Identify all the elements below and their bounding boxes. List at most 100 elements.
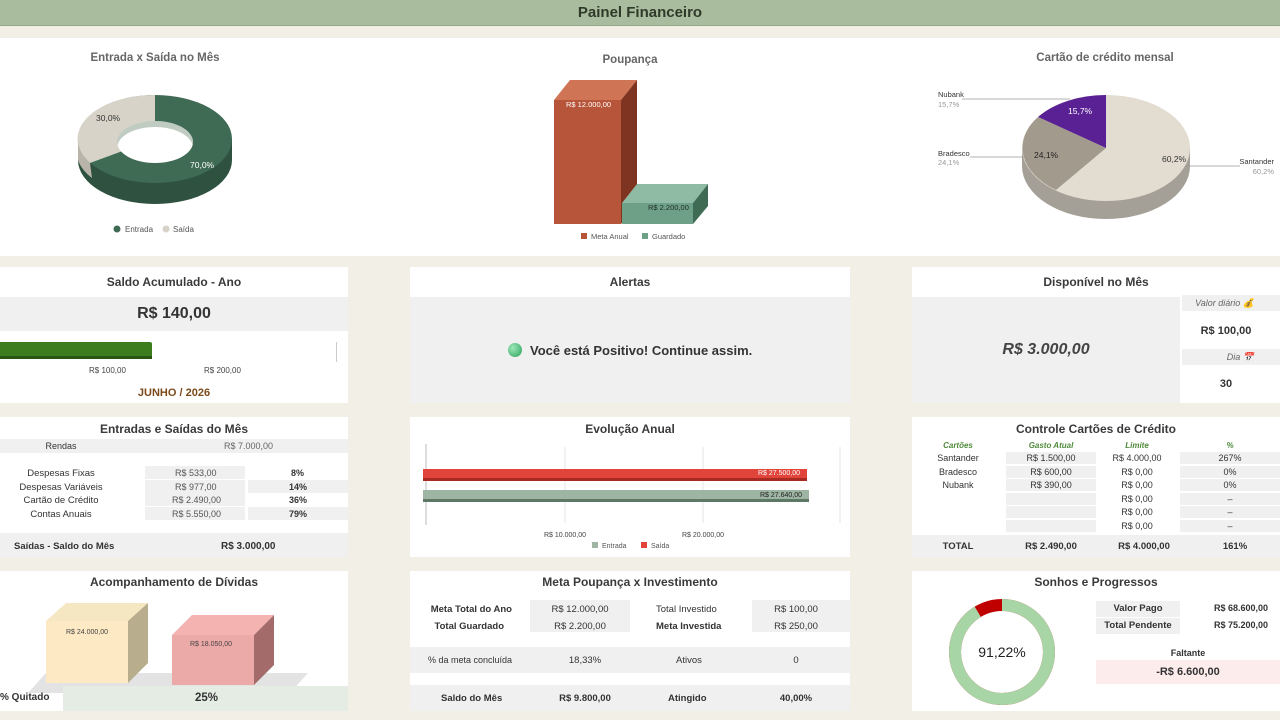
value-bg	[145, 466, 245, 479]
entradas-saidas-panel: Entradas e Saídas do Mês Rendas R$ 7.000…	[0, 417, 348, 557]
bar2-side	[254, 615, 274, 685]
nubank-outside-pct: 15,7%	[938, 100, 960, 109]
valor-diario-label: Valor diário 💰	[1195, 298, 1254, 308]
valor-pago-value: R$ 68.600,00	[1213, 603, 1268, 613]
entrada-bar-shadow	[423, 499, 809, 502]
cartao-pct: 267%	[1218, 453, 1242, 463]
total-investido-label: Total Investido	[656, 604, 717, 615]
meta-investida-label: Meta Investida	[656, 621, 722, 632]
entrada-bar-label: R$ 27.640,00	[760, 492, 802, 499]
total-label: TOTAL	[942, 541, 974, 552]
saida-bar-shadow	[423, 478, 807, 481]
ring-pct: 91,22%	[978, 644, 1025, 660]
legend-entrada: Entrada	[125, 225, 154, 234]
legend-meta: Meta Anual	[591, 232, 629, 241]
cartao-limite: R$ 0,00	[1121, 480, 1153, 491]
pie-bradesco-slice	[1022, 117, 1106, 190]
saldo-progress-bar	[0, 342, 152, 358]
saldo-period: JUNHO / 2026	[137, 387, 211, 399]
dividas-panel[interactable]: Acompanhamento de Dívidas R$ 24.000,00 R…	[0, 571, 348, 711]
cartao-chart[interactable]: Cartão de crédito mensal 15,7% 24,1% 60,…	[930, 38, 1280, 256]
legend-entrada-dot	[113, 225, 121, 233]
meta-col1-bg	[530, 600, 630, 632]
entrada-saida-chart[interactable]: Entrada x Saída no Mês 30,0% 70,0% Entra…	[0, 38, 310, 256]
disponivel-box: R$ 3.000,00	[912, 297, 1180, 403]
dia-label-box: Dia 📅	[1182, 349, 1280, 365]
bar1	[46, 621, 128, 683]
dia-value: 30	[1219, 378, 1233, 390]
cartao-limite: R$ 4.000,00	[1112, 453, 1162, 463]
legend-meta-swatch	[581, 233, 587, 239]
footer-row	[0, 533, 348, 557]
pct-bg	[248, 507, 348, 520]
pct-meta-value: 18,33%	[568, 655, 602, 666]
row-label: Despesas Variáveis	[19, 482, 103, 493]
total-gasto: R$ 2.490,00	[1025, 541, 1077, 552]
total-pendente-label-bg	[1096, 618, 1180, 634]
row-pct: 36%	[289, 495, 308, 505]
panel-title: Evolução Anual	[585, 422, 675, 436]
bar2-label: R$ 18.050,00	[190, 641, 232, 648]
quitado-value: 25%	[195, 692, 219, 704]
saldo-progress-shadow	[0, 356, 152, 359]
cell-bg	[1006, 479, 1096, 492]
saldo-mes-label: Saldo do Mês	[441, 693, 503, 704]
meta-panel: Meta Poupança x Investimento Meta Total …	[410, 571, 850, 711]
cell-bg	[1006, 520, 1096, 532]
panel-title: Meta Poupança x Investimento	[542, 575, 718, 589]
panel-title: Disponível no Mês	[1043, 275, 1149, 289]
footer-label: Saídas - Saldo do Mês	[14, 541, 115, 552]
bar2-top	[172, 615, 274, 635]
page-title: Painel Financeiro	[577, 4, 703, 21]
rendas-value: R$ 7.000,00	[224, 441, 274, 451]
alert-message: Você está Positivo! Continue assim.	[530, 343, 753, 358]
saldo-mes-value: R$ 9.800,00	[559, 693, 611, 704]
meta-total-label: Meta Total do Ano	[430, 604, 512, 615]
cartao-svg: 15,7% 24,1% 60,2% Nubank 15,7% Bradesco …	[938, 90, 1274, 219]
cartao-pct: –	[1227, 521, 1233, 531]
row-pct: 8%	[291, 468, 305, 478]
alertas-panel: Alertas Você está Positivo! Continue ass…	[410, 267, 850, 403]
donut-hole-shade	[117, 121, 193, 148]
cell-bg	[1006, 465, 1096, 478]
evolucao-panel[interactable]: Evolução Anual R$ 27.500,00 R$ 27.640,00…	[410, 417, 850, 557]
valor-diario-value: R$ 100,00	[1200, 325, 1252, 337]
meta-investida-value: R$ 250,00	[774, 621, 818, 632]
legend-saida: Saída	[173, 225, 194, 234]
meta-bar-label: R$ 12.000,00	[566, 100, 611, 109]
quitado-box	[63, 686, 348, 711]
faltante-value: -R$ 6.600,00	[1156, 666, 1220, 678]
total-pct: 161%	[1222, 541, 1248, 552]
santander-pct: 60,2%	[1162, 154, 1187, 164]
cartao-name: Bradesco	[938, 466, 978, 477]
value-bg	[145, 480, 245, 493]
value-bg	[145, 493, 245, 506]
cartao-limite: R$ 0,00	[1121, 466, 1153, 477]
nubank-name: Nubank	[938, 90, 964, 99]
legend-saida: Saída	[651, 543, 669, 550]
row-label: Cartão de Crédito	[23, 495, 99, 506]
sonhos-panel: Sonhos e Progressos 91,22% Valor Pago R$…	[912, 571, 1280, 711]
bradesco-pct: 24,1%	[1034, 150, 1059, 160]
axis-end	[336, 342, 337, 362]
legend-saida-dot	[162, 225, 170, 233]
cartao-gasto: R$ 600,00	[1030, 466, 1072, 477]
saida-bar-label: R$ 27.500,00	[758, 470, 800, 477]
row-label: Contas Anuais	[30, 509, 92, 520]
guardado-bar	[622, 203, 693, 224]
row-value: R$ 533,00	[175, 468, 217, 478]
ativos-value: 0	[793, 655, 799, 666]
disponivel-panel: Disponível no Mês R$ 3.000,00 Valor diár…	[912, 267, 1280, 403]
header-cartoes: Cartões	[943, 441, 973, 450]
valor-pago-label-bg	[1096, 601, 1180, 617]
disponivel-value: R$ 3.000,00	[1002, 341, 1090, 358]
meta-bar	[554, 100, 621, 224]
cartao-name: Nubank	[942, 480, 974, 491]
saldo-value-box: R$ 140,00	[0, 297, 348, 331]
poupanca-chart[interactable]: Poupança R$ 12.000,00 R$ 2.200,00 Meta A…	[470, 38, 790, 256]
meta-col2-bg	[752, 600, 850, 632]
legend-entrada-swatch	[592, 542, 598, 548]
tick-100: R$ 100,00	[89, 366, 126, 375]
donut-svg: 30,0% 70,0% Entrada Saída	[77, 94, 232, 234]
panel-title: Acompanhamento de Dívidas	[89, 575, 259, 589]
